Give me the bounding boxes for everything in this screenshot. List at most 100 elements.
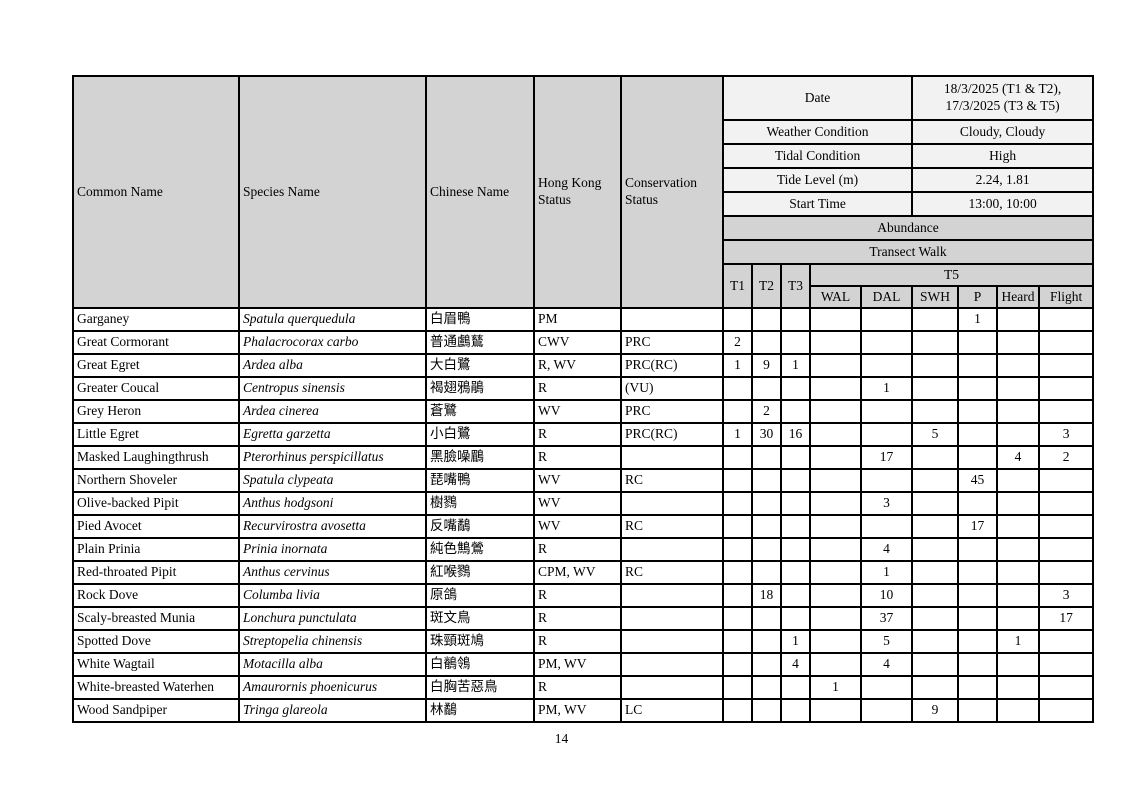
info-label-tide-level: Tide Level (m) (721, 167, 914, 193)
cell-common-name: Spotted Dove (72, 629, 240, 654)
cell-common-name: Great Cormorant (72, 330, 240, 355)
cell-conservation-status: PRC(RC) (620, 353, 724, 378)
table-row: Great Egret Ardea alba 大白鷺 R, WV PRC(RC)… (72, 353, 1095, 378)
cell-common-name: Little Egret (72, 422, 240, 447)
cell-species-name: Motacilla alba (238, 652, 427, 677)
page-number: 14 (554, 731, 569, 746)
cell-count-flight (1038, 307, 1095, 332)
cell-count-dal: 3 (859, 491, 914, 516)
cell-chinese-name: 黑臉噪鶥 (425, 445, 535, 470)
cell-count-wal (809, 376, 862, 401)
cell-common-name: Greater Coucal (72, 376, 240, 401)
cell-count-swh (911, 606, 960, 631)
cell-count-t1 (722, 514, 753, 539)
table-row: Little Egret Egretta garzetta 小白鷺 R PRC(… (72, 422, 1095, 447)
cell-count-dal: 10 (859, 583, 914, 608)
col-header-species-name: Species Name (238, 75, 427, 309)
info-value-start-time: 13:00, 10:00 (911, 191, 1095, 217)
cell-count-p (957, 652, 999, 677)
cell-count-t2 (751, 652, 782, 677)
cell-count-dal (859, 399, 914, 424)
col-header-t5: T5 (808, 263, 1095, 287)
cell-species-name: Phalacrocorax carbo (238, 330, 427, 355)
cell-chinese-name: 紅喉鷚 (425, 560, 535, 585)
cell-count-swh (911, 652, 960, 677)
cell-hk-status: CPM, WV (533, 560, 622, 585)
col-header-t3: T3 (780, 263, 811, 309)
info-value-weather: Cloudy, Cloudy (911, 119, 1095, 145)
cell-count-flight: 3 (1038, 583, 1095, 608)
cell-conservation-status: PRC (620, 330, 724, 355)
table-row: Garganey Spatula querquedula 白眉鴨 PM 1 (72, 307, 1095, 332)
cell-count-heard (996, 353, 1041, 378)
cell-count-t3 (780, 376, 811, 401)
cell-count-t1 (722, 629, 753, 654)
cell-count-t3 (780, 606, 811, 631)
cell-hk-status: R (533, 537, 622, 562)
table-row: Wood Sandpiper Tringa glareola 林鷸 PM, WV… (72, 698, 1095, 723)
cell-count-t1 (722, 583, 753, 608)
cell-count-swh (911, 514, 960, 539)
cell-count-t1: 2 (722, 330, 753, 355)
cell-count-p (957, 399, 999, 424)
cell-count-t2 (751, 560, 782, 585)
cell-hk-status: R (533, 422, 622, 447)
cell-count-t3 (780, 583, 811, 608)
cell-count-wal (809, 445, 862, 470)
cell-conservation-status: RC (620, 560, 724, 585)
cell-conservation-status: (VU) (620, 376, 724, 401)
cell-count-p (957, 537, 999, 562)
col-header-swh: SWH (911, 285, 960, 309)
cell-chinese-name: 大白鷺 (425, 353, 535, 378)
cell-count-dal: 4 (859, 652, 914, 677)
cell-count-swh (911, 629, 960, 654)
cell-count-heard (996, 675, 1041, 700)
cell-species-name: Egretta garzetta (238, 422, 427, 447)
cell-count-heard (996, 330, 1041, 355)
cell-chinese-name: 蒼鷺 (425, 399, 535, 424)
cell-chinese-name: 白鶺鴒 (425, 652, 535, 677)
cell-hk-status: R (533, 629, 622, 654)
cell-count-dal (859, 307, 914, 332)
cell-count-t2 (751, 330, 782, 355)
cell-count-wal (809, 514, 862, 539)
cell-count-flight (1038, 675, 1095, 700)
cell-count-wal (809, 353, 862, 378)
cell-count-t2: 30 (751, 422, 782, 447)
cell-count-flight (1038, 698, 1095, 723)
table-row: White Wagtail Motacilla alba 白鶺鴒 PM, WV … (72, 652, 1095, 677)
cell-count-flight (1038, 353, 1095, 378)
cell-count-wal (809, 537, 862, 562)
cell-species-name: Streptopelia chinensis (238, 629, 427, 654)
cell-conservation-status (620, 307, 724, 332)
cell-count-t1 (722, 606, 753, 631)
cell-count-dal (859, 675, 914, 700)
cell-hk-status: WV (533, 399, 622, 424)
cell-count-wal (809, 330, 862, 355)
cell-chinese-name: 反嘴鷸 (425, 514, 535, 539)
cell-common-name: Grey Heron (72, 399, 240, 424)
cell-count-heard (996, 491, 1041, 516)
cell-count-flight (1038, 560, 1095, 585)
col-header-p: P (957, 285, 999, 309)
col-header-dal: DAL (859, 285, 914, 309)
cell-count-flight (1038, 376, 1095, 401)
cell-count-t3: 4 (780, 652, 811, 677)
cell-common-name: White-breasted Waterhen (72, 675, 240, 700)
col-header-wal: WAL (809, 285, 862, 309)
cell-count-t2: 18 (751, 583, 782, 608)
cell-count-wal (809, 307, 862, 332)
cell-species-name: Anthus cervinus (238, 560, 427, 585)
cell-count-heard (996, 399, 1041, 424)
cell-common-name: Garganey (72, 307, 240, 332)
cell-count-dal: 1 (859, 376, 914, 401)
cell-conservation-status (620, 445, 724, 470)
survey-table-container: Common Name Species Name Chinese Name Ho… (72, 75, 1095, 723)
cell-species-name: Ardea cinerea (238, 399, 427, 424)
info-label-start-time: Start Time (721, 191, 914, 217)
cell-conservation-status (620, 537, 724, 562)
cell-count-t1 (722, 399, 753, 424)
cell-species-name: Ardea alba (238, 353, 427, 378)
cell-conservation-status (620, 675, 724, 700)
